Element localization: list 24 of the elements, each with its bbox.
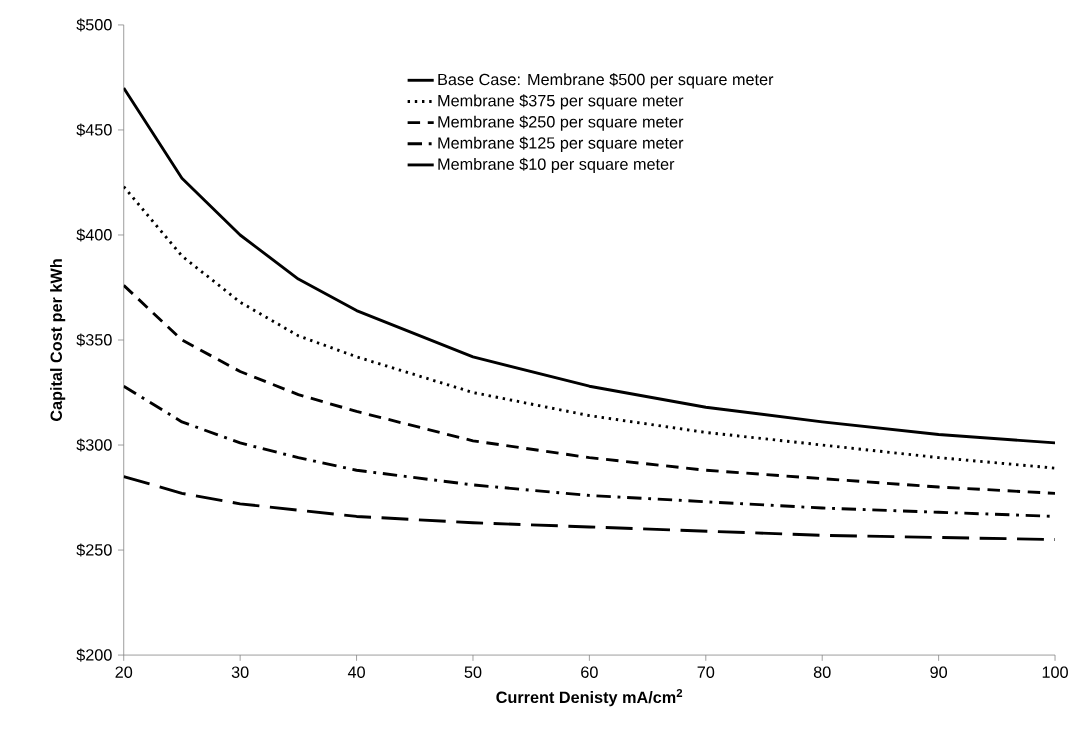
y-tick-label: $350 — [76, 333, 112, 347]
x-tick-label: 100 — [1042, 666, 1068, 679]
y-axis-title: Capital Cost per kWh — [50, 259, 66, 422]
y-tick-label: $300 — [76, 438, 112, 452]
legend-label: Base Case: Membrane $500 per square meter — [438, 73, 774, 89]
x-tick-label: 80 — [813, 666, 831, 679]
y-tick-label: $450 — [76, 123, 112, 137]
x-tick-label: 60 — [581, 666, 598, 679]
legend-label: Membrane $375 per square meter — [438, 94, 684, 110]
y-tick-label: $250 — [76, 543, 112, 557]
x-tick-label: 50 — [464, 666, 482, 679]
y-tick-label: $500 — [76, 18, 112, 32]
x-tick-label: 70 — [697, 666, 715, 679]
legend-label: Membrane $250 per square meter — [438, 115, 684, 131]
x-tick-label: 90 — [930, 666, 948, 679]
x-tick-label: 40 — [347, 666, 365, 679]
y-tick-label: $200 — [76, 648, 112, 662]
x-axis-title: Current Denisty mA/cm$^{2}$ — [496, 689, 683, 707]
line-series — [123, 284, 1056, 495]
legend-label: Membrane $125 per square meter — [438, 136, 684, 153]
x-tick-label: 30 — [231, 666, 249, 679]
x-tick-label: 20 — [115, 666, 133, 679]
legend-label: Membrane $10 per square meter — [438, 157, 675, 174]
y-tick-label: $400 — [76, 228, 112, 242]
